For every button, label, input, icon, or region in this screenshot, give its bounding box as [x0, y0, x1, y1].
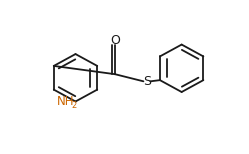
Text: 2: 2: [71, 101, 76, 109]
Text: NH: NH: [57, 95, 74, 108]
Text: S: S: [143, 75, 151, 88]
Text: O: O: [110, 34, 120, 47]
